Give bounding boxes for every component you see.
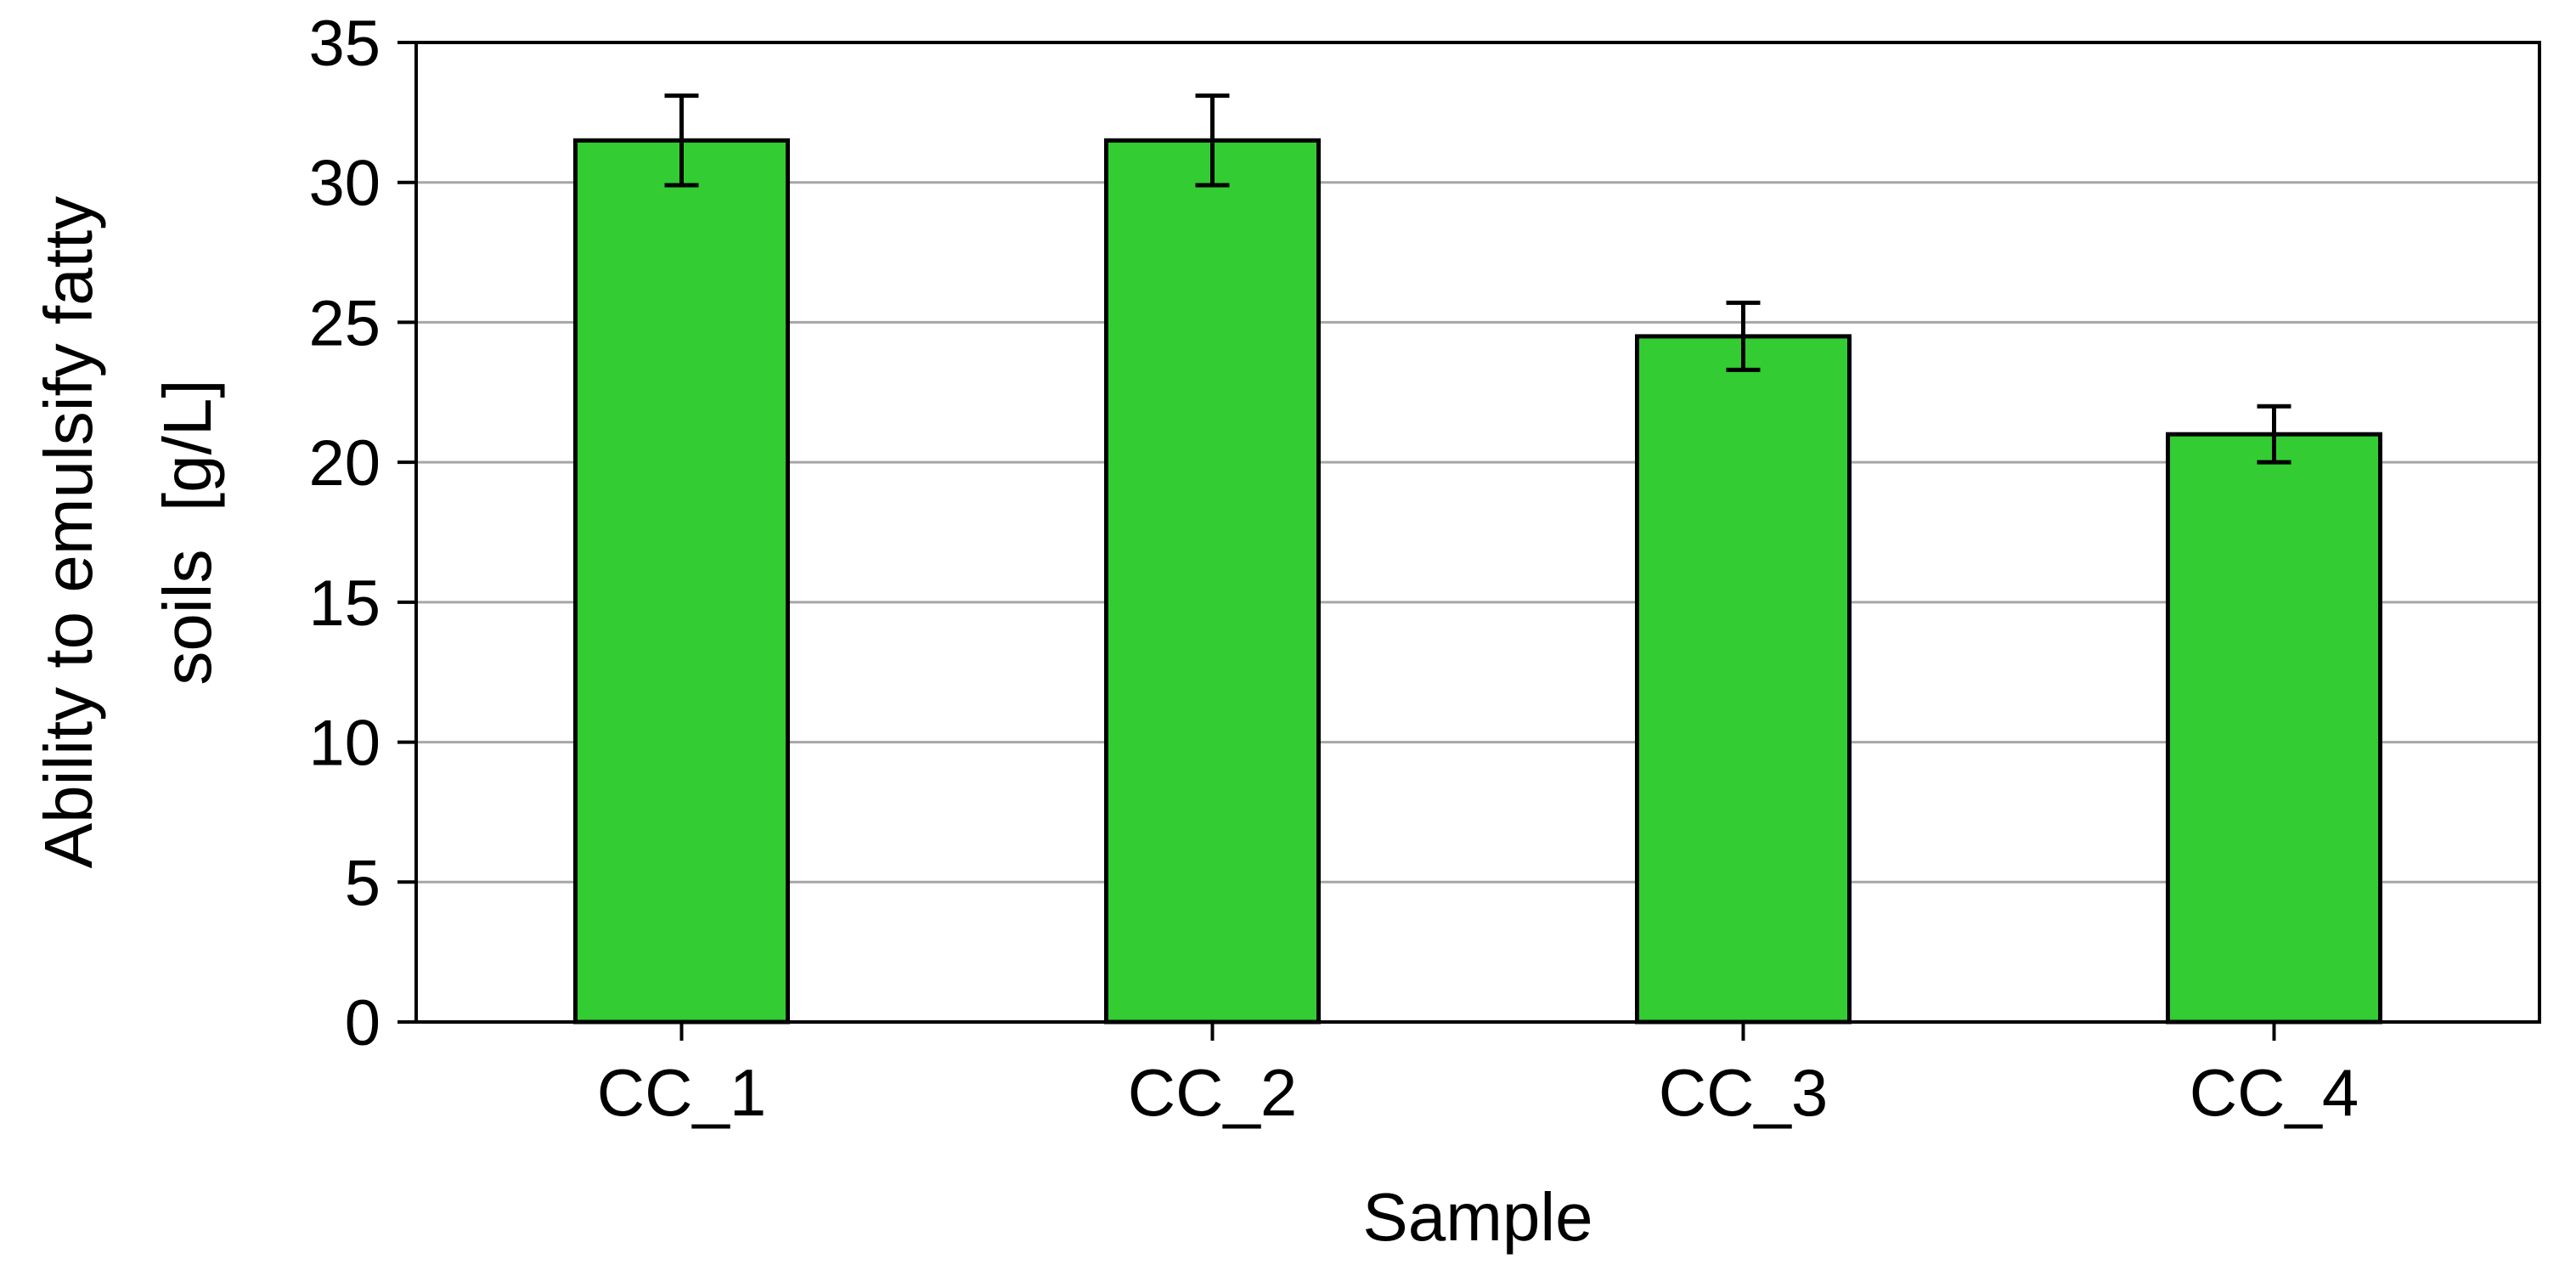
y-axis-ticks: 0 5 10 15 20 25 30 35: [308, 8, 416, 1059]
y-tick-label: 35: [308, 8, 380, 80]
x-tick-label: CC_2: [1128, 1055, 1297, 1130]
y-tick-label: 20: [308, 427, 380, 500]
y-tick-label: 5: [345, 847, 380, 919]
plot-area-frame: [414, 41, 2541, 1024]
x-tick-label: CC_3: [1659, 1055, 1828, 1130]
y-tick-label: 30: [308, 148, 380, 220]
x-axis-title: Sample: [1362, 1179, 1592, 1255]
x-tick-label: CC_1: [597, 1055, 766, 1130]
x-axis-ticks: CC_1 CC_2 CC_3 CC_4: [597, 1022, 2359, 1130]
y-tick-label: 15: [308, 567, 380, 640]
bar: [1635, 334, 1852, 1025]
y-tick-label: 0: [345, 987, 380, 1059]
y-axis-title-line-1: Ability to emulsify fatty: [31, 196, 106, 868]
bar: [1104, 138, 1321, 1025]
bar: [2166, 432, 2382, 1025]
y-axis-title-line-2: soils [g/L]: [149, 379, 225, 685]
y-tick-label: 25: [308, 287, 380, 359]
bars: [573, 138, 2382, 1025]
error-bars: [664, 93, 2291, 465]
x-tick-label: CC_4: [2190, 1055, 2359, 1130]
bar: [573, 138, 790, 1025]
y-tick-label: 10: [308, 708, 380, 780]
